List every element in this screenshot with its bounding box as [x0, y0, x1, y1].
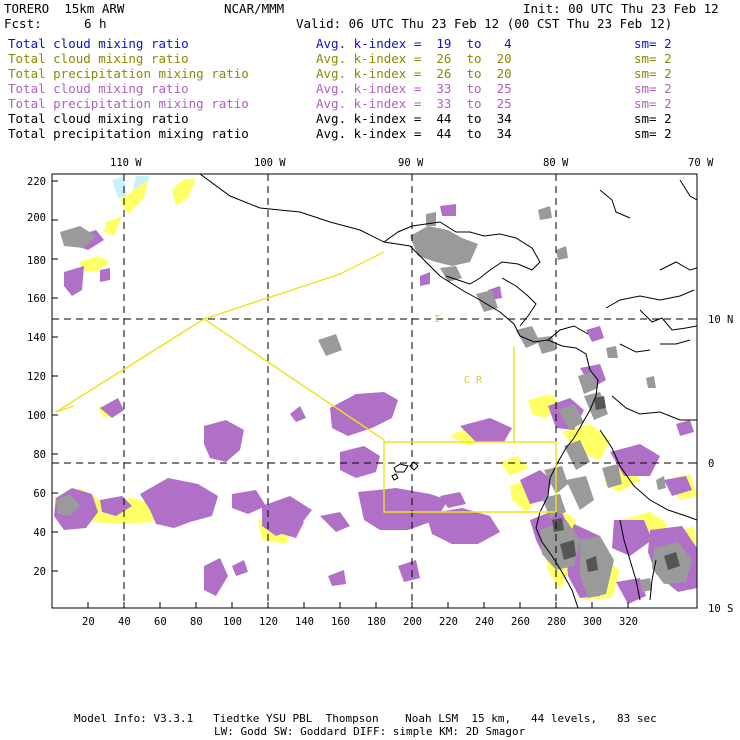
legend-index: Avg. k-index = 19 to 4 [316, 36, 512, 51]
lon-label: 80 W [543, 157, 569, 169]
latitude-labels: 10 N 0 10 S [708, 314, 733, 615]
yellow-mixing-ratio-field [54, 178, 697, 600]
legend-smoothing: sm= 2 [634, 51, 672, 66]
legend-field: Total cloud mixing ratio [8, 51, 189, 66]
lon-label: 70 W [688, 157, 714, 169]
model-physics: LW: Godd SW: Goddard DIFF: simple KM: 2D… [214, 725, 526, 738]
map-frame [51, 173, 698, 609]
x-tick-label: 200 [403, 616, 422, 628]
x-tick-label: 320 [619, 616, 638, 628]
x-tick-label: 220 [439, 616, 458, 628]
y-tick-label: 80 [33, 449, 46, 461]
lat-lon-grid [52, 174, 697, 608]
x-tick-label: 260 [511, 616, 530, 628]
legend-field: Total cloud mixing ratio [8, 81, 189, 96]
y-tick-label: 200 [27, 212, 46, 224]
y-tick-label: 140 [27, 332, 46, 344]
init-time: Init: 00 UTC Thu 23 Feb 12 [523, 1, 719, 16]
flight-track [55, 251, 557, 513]
x-grid-indices: 20 40 60 80 100 120 140 160 180 200 220 … [82, 616, 638, 628]
x-tick-label: 160 [331, 616, 350, 628]
x-tick-label: 180 [367, 616, 386, 628]
x-tick-label: 140 [295, 616, 314, 628]
x-tick-label: 120 [259, 616, 278, 628]
x-tick-label: 300 [583, 616, 602, 628]
y-tick-label: 180 [27, 255, 46, 267]
legend-index: Avg. k-index = 44 to 34 [316, 126, 512, 141]
y-tick-label: 20 [33, 566, 46, 578]
forecast-hour: 6 h [84, 16, 107, 31]
lat-label: 0 [708, 458, 714, 470]
legend-field: Total cloud mixing ratio [8, 36, 189, 51]
legend-index: Avg. k-index = 26 to 20 [316, 66, 512, 81]
x-tick-label: 240 [475, 616, 494, 628]
y-tick-label: 220 [27, 176, 46, 188]
axis-ticks [52, 174, 697, 608]
purple-mixing-ratio-field [54, 204, 697, 604]
legend-index: Avg. k-index = 33 to 25 [316, 81, 512, 96]
legend-smoothing: sm= 2 [634, 36, 672, 51]
legend-smoothing: sm= 2 [634, 81, 672, 96]
lon-label: 100 W [254, 157, 286, 169]
lon-label: 90 W [398, 157, 424, 169]
legend-smoothing: sm= 2 [634, 96, 672, 111]
dark-mixing-ratio-core [552, 396, 680, 572]
y-tick-label: 160 [27, 293, 46, 305]
x-tick-label: 20 [82, 616, 95, 628]
legend-index: Avg. k-index = 33 to 25 [316, 96, 512, 111]
x-tick-label: 40 [118, 616, 131, 628]
legend-field: Total precipitation mixing ratio [8, 126, 249, 141]
y-tick-label: 100 [27, 410, 46, 422]
lat-label: 10 S [708, 603, 733, 615]
legend-field: Total precipitation mixing ratio [8, 96, 249, 111]
lon-label: 110 W [110, 157, 142, 169]
organization-label: NCAR/MMM [224, 1, 285, 16]
legend-field: Total precipitation mixing ratio [8, 66, 249, 81]
legend-smoothing: sm= 2 [634, 111, 672, 126]
country-label-costa-rica: C R [464, 375, 483, 386]
map-fields: C R I [52, 174, 697, 608]
forecast-label: Fcst: [4, 16, 42, 31]
x-tick-label: 80 [190, 616, 203, 628]
legend-index: Avg. k-index = 26 to 20 [316, 51, 512, 66]
x-tick-label: 100 [223, 616, 242, 628]
y-tick-label: 60 [33, 488, 46, 500]
x-tick-label: 280 [547, 616, 566, 628]
y-tick-label: 120 [27, 371, 46, 383]
y-tick-label: 40 [33, 527, 46, 539]
legend-smoothing: sm= 2 [634, 126, 672, 141]
model-title: TORERO 15km ARW [4, 1, 125, 16]
map-marker-label: I [434, 314, 440, 325]
legend-index: Avg. k-index = 44 to 34 [316, 111, 512, 126]
x-tick-label: 60 [154, 616, 167, 628]
legend-smoothing: sm= 2 [634, 66, 672, 81]
y-grid-indices: 220 200 180 160 140 120 100 80 60 40 20 [27, 176, 46, 578]
valid-time: Valid: 06 UTC Thu 23 Feb 12 (00 CST Thu … [296, 16, 673, 31]
legend-field: Total cloud mixing ratio [8, 111, 189, 126]
lat-label: 10 N [708, 314, 733, 326]
longitude-labels: 110 W 100 W 90 W 80 W 70 W [110, 157, 714, 169]
model-info: Model Info: V3.3.1 Tiedtke YSU PBL Thomp… [74, 712, 657, 725]
